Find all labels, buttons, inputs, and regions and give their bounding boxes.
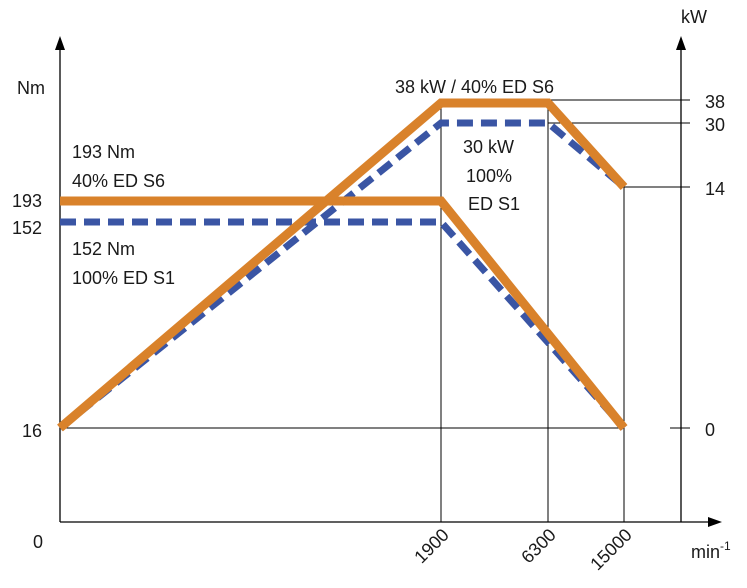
- annotation-torque-s1-line2: 100% ED S1: [72, 268, 175, 288]
- annotation-power-s1-line1: 30 kW: [463, 137, 514, 157]
- x-axis-unit: min-1: [691, 539, 731, 562]
- right-tick-14: 14: [705, 179, 725, 199]
- annotation-torque-s6-line1: 193 Nm: [72, 142, 135, 162]
- x-tick-1900: 1900: [410, 525, 452, 567]
- right-axis-ticks: 38 30 14 0: [705, 92, 725, 440]
- series-power-100-ed-s1: [57, 119, 627, 431]
- x-axis-unit-exponent: -1: [720, 539, 731, 553]
- x-tick-6300: 6300: [517, 525, 559, 567]
- x-axis-ticks: 1900 6300 15000: [410, 525, 635, 575]
- left-tick-193: 193: [12, 191, 42, 211]
- left-tick-152: 152: [12, 218, 42, 238]
- x-axis-unit-base: min: [691, 542, 720, 562]
- series-layer: [57, 98, 628, 432]
- right-tick-0: 0: [705, 420, 715, 440]
- right-tick-38: 38: [705, 92, 725, 112]
- left-tick-16: 16: [22, 421, 42, 441]
- x-axis-arrow: [708, 517, 722, 527]
- x-tick-15000: 15000: [586, 525, 636, 575]
- series-torque-40-ed-s6: [60, 196, 628, 431]
- right-axis-unit: kW: [681, 7, 707, 27]
- left-axis-ticks: 193 152 16 0: [12, 191, 43, 552]
- annotation-power-s1-line2: 100%: [466, 166, 512, 186]
- left-tick-0: 0: [33, 532, 43, 552]
- left-axis-unit: Nm: [17, 78, 45, 98]
- left-y-axis-arrow: [55, 36, 65, 50]
- annotations: 193 Nm 40% ED S6 152 Nm 100% ED S1 38 kW…: [72, 77, 554, 288]
- series-power-40-ed-s6: [57, 98, 628, 432]
- annotation-torque-s6-line2: 40% ED S6: [72, 171, 165, 191]
- annotation-power-s1-line3: ED S1: [468, 194, 520, 214]
- axes: [55, 36, 722, 527]
- annotation-power-s6: 38 kW / 40% ED S6: [395, 77, 554, 97]
- right-tick-30: 30: [705, 115, 725, 135]
- annotation-torque-s1-line1: 152 Nm: [72, 239, 135, 259]
- right-y-axis-arrow: [676, 36, 686, 50]
